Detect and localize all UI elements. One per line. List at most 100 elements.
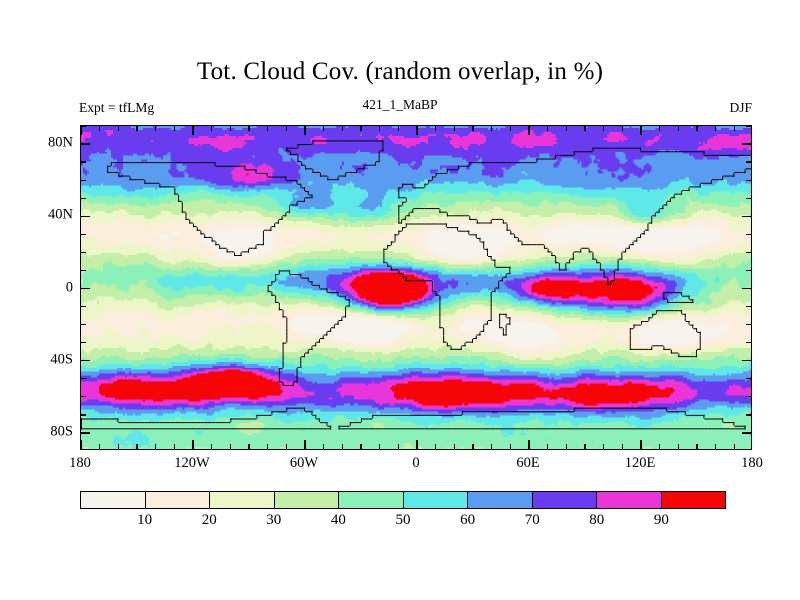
x-axis-label-60W: 60W [289, 455, 319, 471]
axis-tick [267, 126, 269, 131]
axis-tick [453, 126, 455, 131]
axis-tick [99, 444, 101, 449]
axis-tick [211, 126, 213, 131]
colorbar-tick-60: 60 [460, 512, 476, 528]
axis-tick [733, 126, 735, 131]
colorbar-band-0-10 [81, 492, 146, 508]
axis-tick [621, 126, 623, 131]
axis-tick [746, 378, 751, 380]
axis-tick [746, 126, 751, 127]
axis-tick [248, 444, 250, 449]
axis-tick [742, 143, 751, 145]
axis-tick [304, 440, 306, 449]
axis-tick [285, 126, 287, 131]
axis-tick [81, 126, 86, 127]
axis-tick [81, 432, 90, 434]
cloud-cover-field [81, 126, 751, 449]
axis-tick [81, 396, 86, 398]
axis-tick [267, 444, 269, 449]
axis-tick [746, 396, 751, 398]
axis-tick [155, 126, 157, 131]
colorbar-tick-80: 80 [589, 512, 605, 528]
axis-tick [81, 323, 86, 326]
axis-tick [746, 323, 751, 326]
axis-tick [81, 287, 90, 290]
axis-tick [99, 126, 101, 131]
season-label: DJF [729, 100, 752, 115]
axis-tick [640, 440, 642, 449]
axis-tick [677, 444, 679, 449]
axis-tick [323, 126, 325, 131]
axis-tick [659, 126, 661, 131]
axis-tick [397, 126, 399, 131]
x-axis-label-120E: 120E [624, 455, 656, 471]
axis-tick [603, 444, 605, 449]
axis-tick [117, 444, 119, 449]
axis-tick [81, 179, 86, 181]
axis-tick [136, 444, 138, 449]
axis-tick [547, 126, 549, 131]
axis-tick [472, 126, 474, 131]
axis-tick [81, 197, 86, 199]
axis-tick [379, 126, 381, 131]
axis-tick [229, 126, 231, 131]
colorbar-band-10-20 [145, 492, 210, 508]
axis-tick [472, 444, 474, 449]
axis-tick [491, 126, 493, 131]
axis-tick [746, 233, 751, 235]
run-id-label: 421_1_MaBP [362, 97, 438, 112]
axis-tick [491, 444, 493, 449]
y-axis-label-80N: 80N [48, 134, 73, 151]
axis-tick [323, 444, 325, 449]
axis-tick [696, 444, 698, 449]
axis-tick [397, 444, 399, 449]
axis-tick [742, 360, 751, 362]
colorbar-band-50-60 [403, 492, 468, 508]
axis-tick [117, 126, 119, 131]
x-axis-label-120W: 120W [174, 455, 210, 471]
axis-tick [621, 444, 623, 449]
axis-tick [211, 444, 213, 449]
axis-tick [746, 251, 751, 254]
axis-tick [229, 444, 231, 449]
colorbar-band-30-40 [274, 492, 339, 508]
axis-tick [640, 126, 642, 135]
axis-tick [416, 440, 418, 449]
axis-tick [715, 126, 717, 131]
experiment-label: Expt = tfLMg [79, 100, 155, 115]
axis-tick [173, 444, 175, 449]
axis-tick [341, 444, 343, 449]
axis-tick [746, 269, 751, 272]
axis-tick [746, 179, 751, 181]
axis-tick [81, 342, 86, 344]
axis-tick [742, 287, 751, 290]
axis-tick [81, 360, 90, 362]
axis-tick [453, 444, 455, 449]
axis-tick [81, 251, 86, 254]
page-title: Tot. Cloud Cov. (random overlap, in %) [196, 58, 604, 85]
axis-tick [565, 126, 567, 131]
axis-tick [715, 444, 717, 449]
axis-tick [81, 378, 86, 380]
axis-tick [746, 414, 751, 416]
colorbar-tick-10: 10 [137, 512, 153, 528]
axis-tick [192, 126, 194, 135]
y-axis-label-80S: 80S [50, 423, 73, 440]
y-axis-label-40N: 40N [48, 206, 73, 223]
axis-tick [509, 126, 511, 131]
y-axis-label-0: 0 [65, 279, 73, 295]
axis-tick [248, 126, 250, 131]
axis-tick [81, 305, 86, 308]
axis-tick [81, 233, 86, 235]
axis-tick [341, 126, 343, 131]
axis-tick [746, 197, 751, 199]
colorbar-tick-40: 40 [330, 512, 346, 528]
colorbar-band-90-100 [661, 492, 725, 508]
axis-tick [360, 444, 362, 449]
axis-tick [81, 161, 86, 163]
axis-tick [742, 432, 751, 434]
x-axis-label-180: 180 [741, 455, 763, 471]
axis-tick [81, 143, 90, 145]
axis-tick [659, 444, 661, 449]
